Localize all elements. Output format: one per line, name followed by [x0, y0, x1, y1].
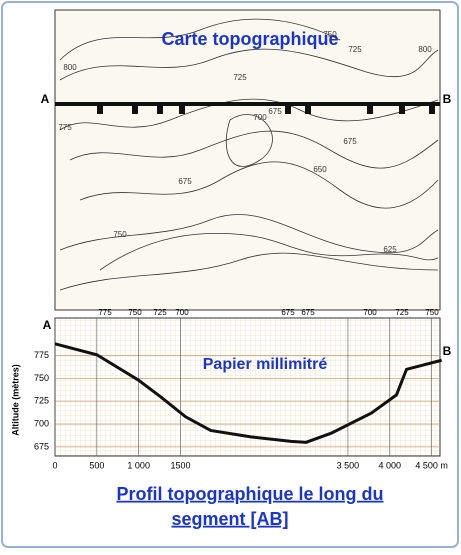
- crossing-label: 750: [425, 308, 439, 317]
- marker: [285, 104, 291, 114]
- x-tick-label: 500: [89, 460, 104, 470]
- profile-a: A: [43, 318, 52, 332]
- contour-label: 625: [383, 245, 397, 254]
- y-axis-label: Altitude (mètres): [10, 364, 20, 436]
- marker: [179, 104, 185, 114]
- marker: [399, 104, 405, 114]
- contour-label: 675: [343, 137, 357, 146]
- x-tick-label: 4 000: [379, 460, 402, 470]
- contour-label: 725: [348, 45, 362, 54]
- contour-label: 675: [268, 107, 282, 116]
- crossing-label: 700: [175, 308, 189, 317]
- contour-label: 700: [253, 113, 267, 122]
- point-b: B: [443, 92, 452, 106]
- contours: [59, 18, 439, 291]
- profile-area: [54, 317, 441, 457]
- crossing-label: 675: [301, 308, 315, 317]
- y-tick-label: 750: [34, 373, 49, 383]
- crossing-label: 700: [363, 308, 377, 317]
- y-tick-label: 700: [34, 418, 49, 428]
- contour-label: 775: [58, 123, 72, 132]
- crossing-label: 725: [153, 308, 167, 317]
- contour-label: 800: [418, 45, 432, 54]
- crossing-label: 750: [128, 308, 142, 317]
- profile-line: [54, 342, 443, 444]
- marker: [367, 104, 373, 114]
- x-tick-label: 0: [52, 460, 57, 470]
- point-a: A: [41, 92, 50, 106]
- marker: [132, 104, 138, 114]
- marker: [305, 104, 311, 114]
- y-tick-label: 775: [34, 350, 49, 360]
- y-tick-label: 675: [34, 441, 49, 451]
- contour-label: 750: [323, 30, 337, 39]
- caption-line: segment [AB]: [171, 509, 288, 529]
- contour-label: 675: [178, 177, 192, 186]
- map-title: Carte topographique: [161, 29, 338, 49]
- y-tick-label: 725: [34, 396, 49, 406]
- x-tick-label: 4 500 m: [415, 460, 448, 470]
- profile-subtitle: Papier millimitré: [203, 356, 328, 373]
- crossing-label: 725: [395, 308, 409, 317]
- contour-label: 650: [313, 165, 327, 174]
- marker: [157, 104, 163, 114]
- marker: [97, 104, 103, 114]
- crossing-label: 775: [98, 308, 112, 317]
- contour-label: 800: [63, 63, 77, 72]
- contour-label: 725: [233, 73, 247, 82]
- caption-line: Profil topographique le long du: [117, 484, 384, 504]
- crossing-label: 675: [281, 308, 295, 317]
- map-area: [54, 9, 441, 311]
- marker: [429, 104, 435, 114]
- profile-b: B: [443, 344, 452, 358]
- contour-label: 750: [113, 230, 127, 239]
- x-tick-label: 1 000: [127, 460, 150, 470]
- x-tick-label: 1500: [171, 460, 191, 470]
- x-tick-label: 3 500: [337, 460, 360, 470]
